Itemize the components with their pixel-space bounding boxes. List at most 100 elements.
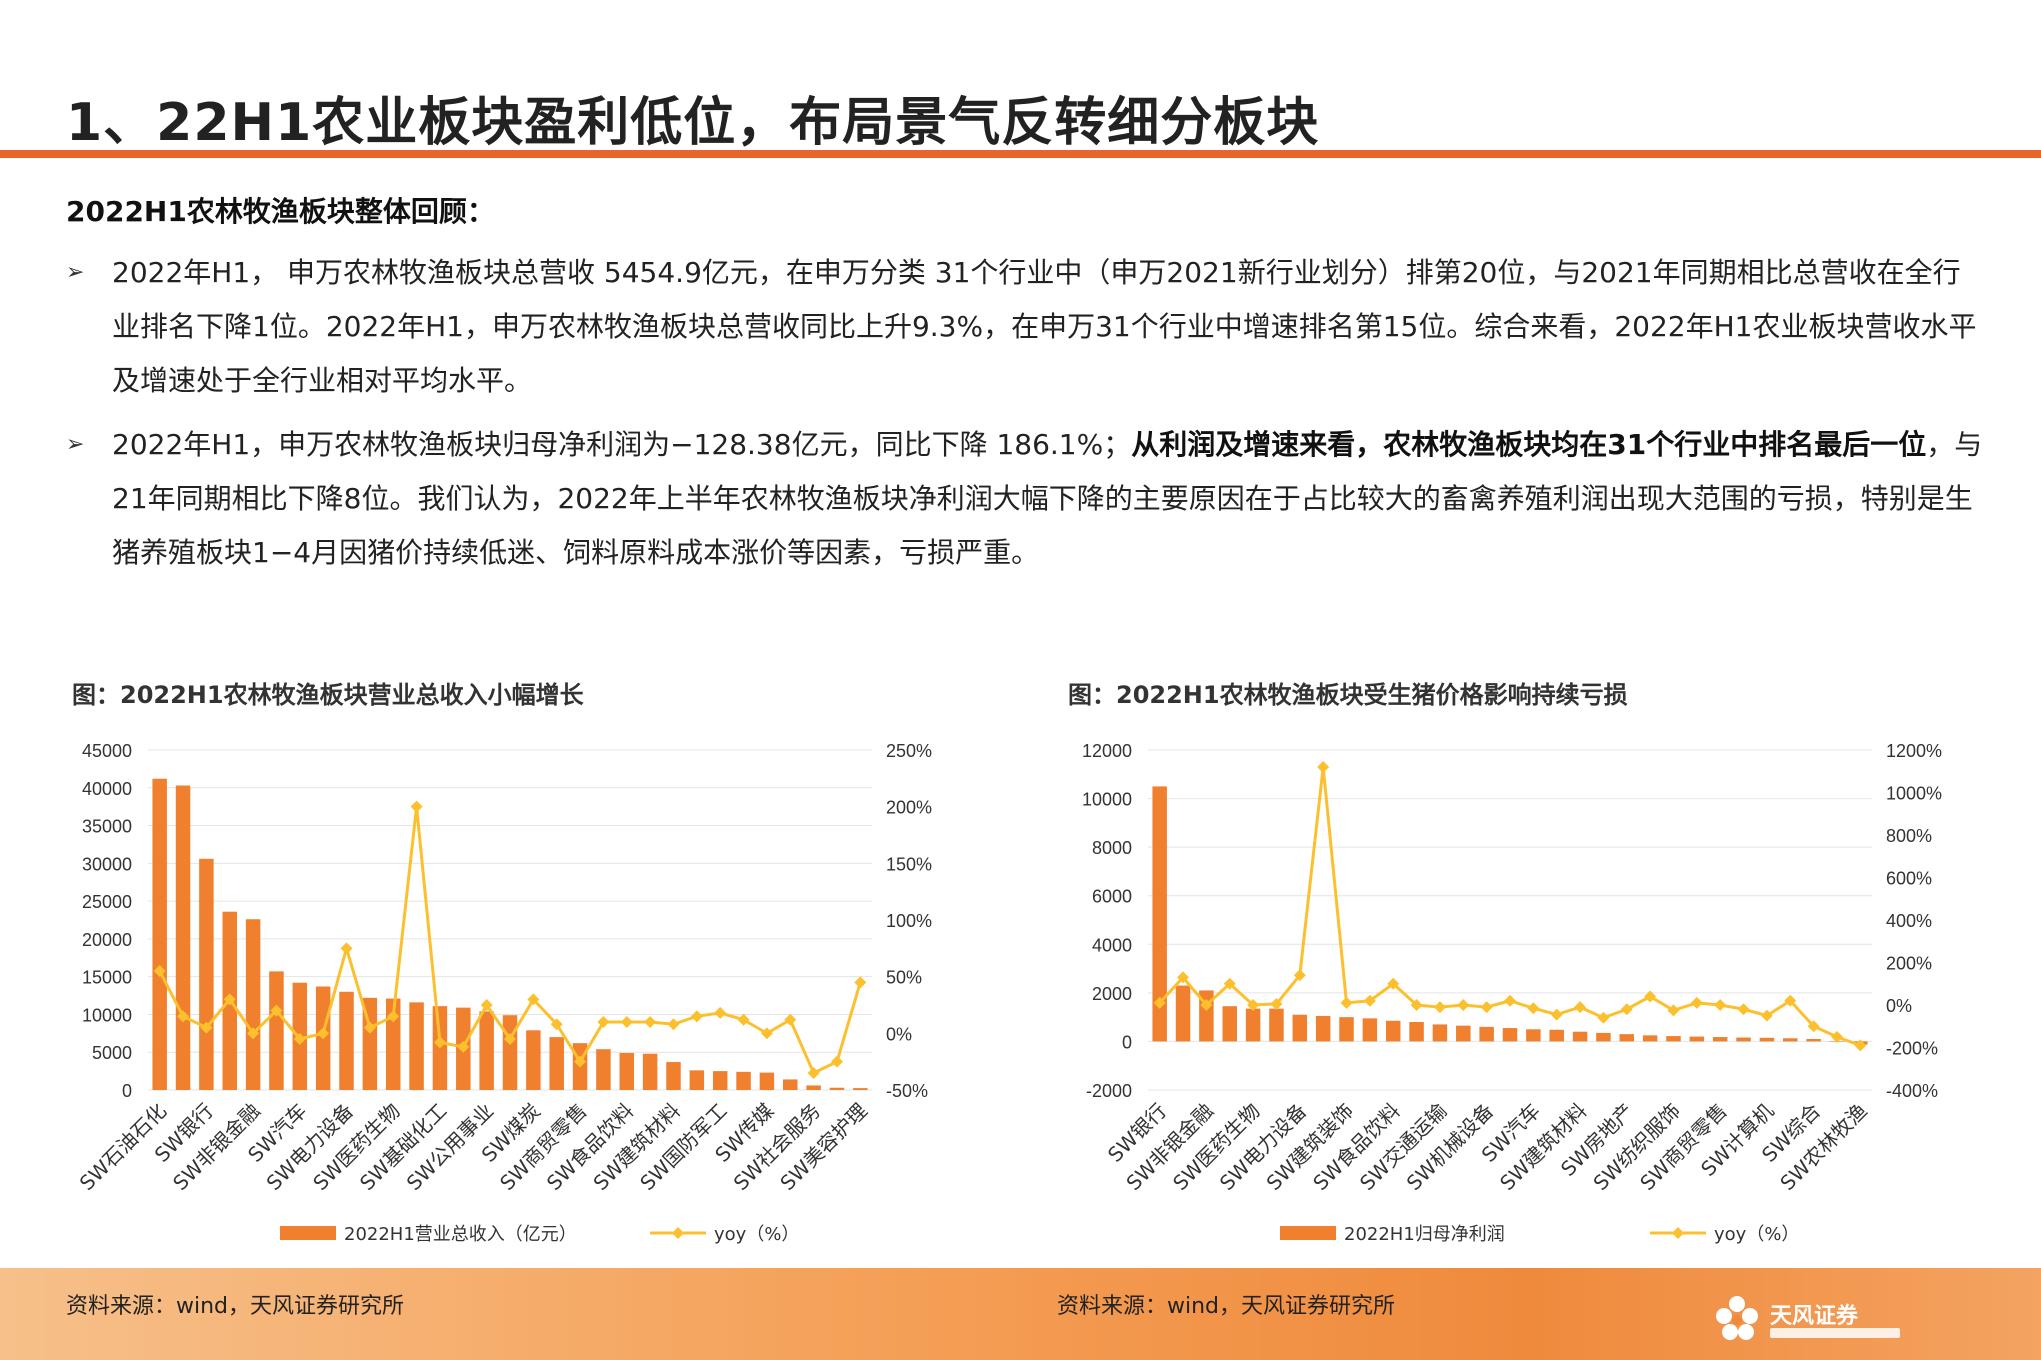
bar xyxy=(1432,1024,1448,1042)
yoy-point xyxy=(1247,999,1260,1011)
bar xyxy=(1409,1022,1424,1042)
yoy-point xyxy=(1433,1001,1446,1014)
source-note: 资料来源：wind，天风证券研究所 xyxy=(1057,1294,1396,1319)
bar xyxy=(362,997,378,1090)
logo-text: 天风证券 xyxy=(1770,1304,1859,1329)
bar xyxy=(175,785,191,1090)
yoy-point xyxy=(1293,969,1306,982)
source-note: 资料来源：wind，天风证券研究所 xyxy=(66,1294,405,1319)
bar xyxy=(152,778,167,1090)
y-left-tick-label: 20000 xyxy=(82,930,132,950)
bar xyxy=(1596,1032,1611,1042)
y-right-tick-label: 400% xyxy=(1886,911,1932,931)
bar xyxy=(339,991,354,1090)
yoy-point xyxy=(1223,977,1236,990)
footer-band xyxy=(0,1268,2041,1360)
bar xyxy=(853,1088,868,1090)
yoy-point xyxy=(550,1018,563,1031)
bar xyxy=(689,1070,705,1090)
yoy-point xyxy=(223,993,236,1006)
brand-logo: 天风证券 xyxy=(1712,1290,1962,1350)
profit-chart: 12000 10000 8000 6000 4000 2000 0 -2000 1200% 100… xyxy=(1082,741,1942,1245)
yoy-point xyxy=(433,1036,446,1049)
yoy-point xyxy=(667,1018,680,1031)
y-left-tick-label: 10000 xyxy=(82,1005,132,1025)
bar xyxy=(1502,1028,1518,1042)
bullet-text-part: ，与21年同期相比下降8位。我们认为，2022年上半年农林牧渔板块净利润大幅下降… xyxy=(112,428,1983,569)
y-right-tick-label: 150% xyxy=(886,854,932,874)
yoy-point xyxy=(387,1010,400,1023)
yoy-point xyxy=(247,1027,260,1040)
bar xyxy=(736,1071,751,1090)
yoy-point xyxy=(1667,1004,1680,1017)
yoy-point xyxy=(644,1016,657,1028)
yoy-point xyxy=(1550,1008,1563,1021)
bar xyxy=(1572,1031,1588,1042)
y-left-tick-label: 30000 xyxy=(82,854,132,874)
bar xyxy=(1245,1008,1261,1042)
legend-bar-label: 2022H1归母净利润 xyxy=(1344,1224,1505,1245)
legend-bar-swatch xyxy=(1280,1226,1336,1240)
bar xyxy=(1479,1026,1494,1042)
yoy-point xyxy=(1760,1009,1773,1022)
bar xyxy=(712,1071,728,1090)
bar xyxy=(1736,1037,1751,1042)
bar xyxy=(1806,1039,1821,1042)
y-left-tick-label: 15000 xyxy=(82,968,132,988)
y-left-tick-label: 40000 xyxy=(82,779,132,799)
bar xyxy=(666,1062,681,1090)
yoy-point xyxy=(1363,994,1376,1007)
y-left-tick-label: 12000 xyxy=(1082,741,1132,761)
yoy-point xyxy=(784,1013,797,1026)
bar xyxy=(1292,1014,1308,1042)
yoy-point xyxy=(597,1016,610,1028)
yoy-point xyxy=(480,999,493,1011)
yoy-point xyxy=(1784,994,1797,1007)
bar xyxy=(1549,1029,1564,1042)
bar xyxy=(1712,1037,1728,1042)
bar xyxy=(245,919,261,1090)
bar xyxy=(642,1053,658,1090)
y-right-tick-label: 0% xyxy=(1886,996,1912,1016)
bar xyxy=(1152,786,1167,1042)
y-right-tick-label: 800% xyxy=(1886,826,1932,846)
bar xyxy=(1759,1037,1775,1042)
bar xyxy=(596,1049,611,1090)
yoy-point xyxy=(1177,971,1190,984)
yoy-point xyxy=(457,1040,470,1053)
yoy-point xyxy=(1317,761,1330,773)
y-right-tick-label: 50% xyxy=(886,968,922,988)
bullet-text: 2022年H1， 申万农林牧渔板块总营收 5454.9亿元，在申万分类 31个行… xyxy=(112,256,1977,397)
bar xyxy=(199,858,214,1090)
bar xyxy=(385,998,401,1090)
yoy-point xyxy=(1644,990,1657,1003)
yoy-point xyxy=(1854,1039,1867,1052)
yoy-point xyxy=(317,1027,330,1040)
revenue-chart: 45000 40000 35000 30000 25000 20000 15000 10000… xyxy=(75,741,932,1245)
yoy-point xyxy=(1690,996,1703,1009)
yoy-point xyxy=(293,1033,306,1045)
y-right-tick-label: 200% xyxy=(886,798,932,818)
yoy-point xyxy=(340,942,353,955)
bar xyxy=(1619,1034,1635,1042)
logo-tagline-bar xyxy=(1770,1328,1900,1338)
yoy-point xyxy=(410,800,423,813)
yoy-point xyxy=(1597,1011,1610,1024)
bar xyxy=(526,1030,541,1090)
y-left-tick-label: 0 xyxy=(1122,1032,1132,1052)
y-right-tick-label: 250% xyxy=(886,741,932,761)
bullet-text-part: 2022年H1，申万农林牧渔板块归母净利润为−128.38亿元，同比下降 186… xyxy=(112,428,1132,461)
yoy-point xyxy=(1270,997,1283,1010)
legend-bar-swatch xyxy=(280,1226,336,1240)
y-left-tick-label: 8000 xyxy=(1092,838,1132,858)
bullet-profit: ➢ 2022年H1，申万农林牧渔板块归母净利润为−128.38亿元，同比下降 1… xyxy=(66,418,1986,580)
yoy-point xyxy=(1200,999,1213,1011)
yoy-point xyxy=(830,1055,843,1068)
yoy-point xyxy=(1714,999,1727,1011)
yoy-point xyxy=(1387,977,1400,990)
yoy-point xyxy=(620,1016,633,1028)
y-left-tick-label: 5000 xyxy=(92,1043,132,1063)
legend-line-marker xyxy=(1672,1227,1684,1239)
bar xyxy=(829,1087,845,1090)
y-left-tick-label: 0 xyxy=(122,1081,132,1101)
